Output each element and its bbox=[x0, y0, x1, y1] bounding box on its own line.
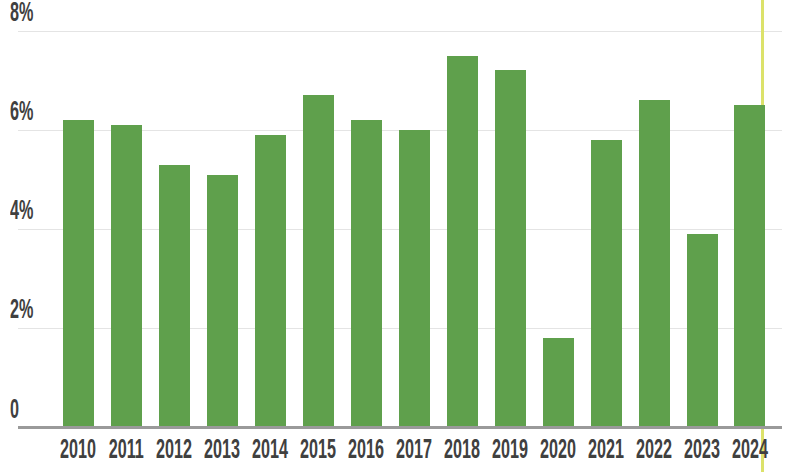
bar-2016[interactable] bbox=[351, 120, 382, 428]
y-tick-label-6: 6% bbox=[10, 98, 49, 125]
y-tick-label-4: 4% bbox=[10, 197, 49, 224]
bar-chart: 8%6%4%2%02010201120122013201420152016201… bbox=[0, 0, 797, 472]
bar-2018[interactable] bbox=[447, 56, 478, 428]
gridline-8pct bbox=[18, 31, 782, 32]
y-tick-label-0: 0 bbox=[10, 396, 25, 423]
bar-2022[interactable] bbox=[639, 100, 670, 427]
bar-2012[interactable] bbox=[159, 165, 190, 428]
y-tick-text: 0 bbox=[10, 396, 19, 423]
y-tick-label-8: 8% bbox=[10, 0, 49, 26]
x-tick-text: 2024 bbox=[732, 436, 768, 463]
x-tick-label-2024: 2024 bbox=[714, 436, 786, 463]
bar-2019[interactable] bbox=[495, 70, 526, 427]
bar-2023[interactable] bbox=[687, 234, 718, 427]
x-axis-line bbox=[18, 426, 782, 429]
bar-2024[interactable] bbox=[734, 105, 765, 427]
y-tick-text: 6% bbox=[10, 98, 33, 125]
bar-2013[interactable] bbox=[207, 175, 238, 428]
y-tick-text: 8% bbox=[10, 0, 33, 26]
bar-2020[interactable] bbox=[543, 338, 574, 427]
bar-2015[interactable] bbox=[303, 95, 334, 427]
bar-2011[interactable] bbox=[111, 125, 142, 428]
bar-2010[interactable] bbox=[63, 120, 94, 428]
y-tick-label-2: 2% bbox=[10, 296, 49, 323]
y-tick-text: 2% bbox=[10, 296, 33, 323]
bar-2021[interactable] bbox=[591, 140, 622, 428]
y-tick-text: 4% bbox=[10, 197, 33, 224]
bar-2014[interactable] bbox=[255, 135, 286, 428]
bar-2017[interactable] bbox=[399, 130, 430, 428]
